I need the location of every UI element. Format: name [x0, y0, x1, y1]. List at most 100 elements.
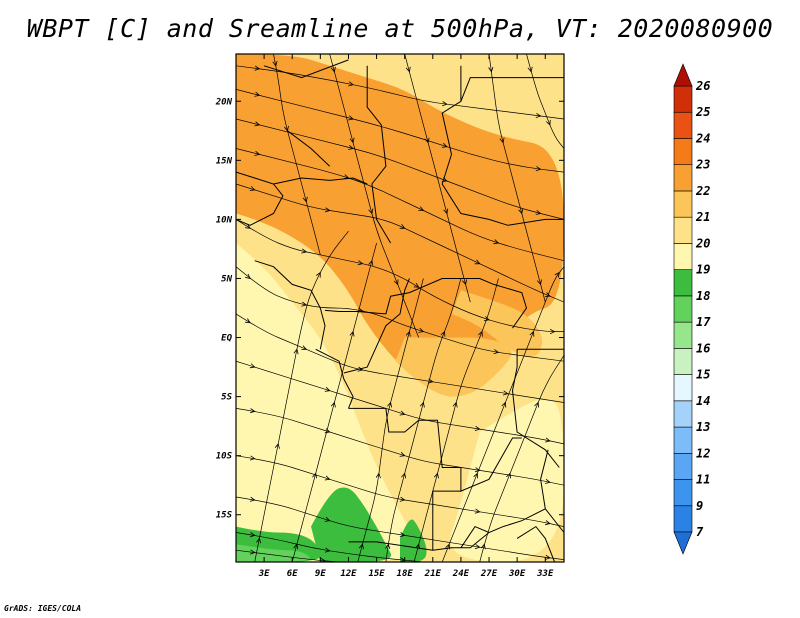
- colorbar-label: 26: [695, 79, 710, 93]
- streamline-arrow: [443, 208, 449, 215]
- streamline-arrow: [320, 557, 326, 562]
- streamline-arrow: [441, 101, 448, 107]
- streamline-arrow: [415, 543, 421, 550]
- streamline-arrow: [343, 174, 350, 180]
- x-tick-label: 21E: [424, 569, 442, 579]
- streamline-arrow: [433, 472, 439, 479]
- streamline-arrow: [544, 292, 551, 297]
- temperature-region: [400, 519, 427, 562]
- x-tick-label: 33E: [536, 569, 554, 579]
- x-tick-label: 27E: [480, 569, 498, 579]
- x-tick-label: 30E: [508, 569, 526, 579]
- streamline-arrow: [478, 330, 483, 337]
- x-tick-label: 6E: [287, 569, 298, 579]
- streamline-arrow: [399, 496, 406, 502]
- streamline-arrow: [301, 248, 308, 254]
- colorbar-segment: [673, 85, 693, 113]
- y-tick-label: 10N: [216, 215, 233, 225]
- y-tick-label: 5N: [221, 274, 232, 284]
- streamline-arrow: [399, 451, 406, 457]
- streamline: [236, 118, 564, 220]
- streamline-arrow: [419, 401, 425, 408]
- streamline-arrow: [349, 330, 355, 337]
- streamline-arrow: [283, 125, 289, 132]
- streamline-arrow: [324, 207, 331, 213]
- streamline-arrow: [535, 112, 542, 118]
- temperature-region: [236, 243, 419, 562]
- streamline: [236, 89, 564, 173]
- streamline-arrow: [249, 186, 256, 191]
- country-boundary: [460, 525, 490, 549]
- streamline-arrow: [399, 410, 406, 416]
- colorbar-label: 13: [696, 420, 710, 434]
- plot-frame: [235, 53, 565, 563]
- streamline-arrow: [493, 349, 500, 355]
- streamline-arrow: [274, 443, 280, 449]
- streamline-arrow: [545, 554, 551, 560]
- country-boundary: [254, 260, 326, 350]
- streamline-arrow: [245, 223, 251, 229]
- country-boundary: [287, 130, 331, 167]
- streamline-arrow: [501, 401, 507, 408]
- streamline-arrow: [245, 273, 251, 280]
- colorbar-segment: [673, 164, 693, 192]
- streamline-arrow: [249, 549, 256, 555]
- streamline-arrow: [301, 301, 308, 307]
- streamline-arrow: [441, 177, 448, 182]
- temperature-region: [236, 544, 310, 562]
- temperature-region: [395, 337, 512, 397]
- streamline-arrow: [399, 224, 406, 229]
- streamline-arrow: [254, 65, 261, 71]
- streamline-arrow: [518, 208, 524, 215]
- y-tick-label: 20N: [215, 97, 233, 107]
- streamline-arrow: [424, 137, 430, 144]
- streamline-arrow: [249, 496, 256, 502]
- streamline-arrow: [399, 532, 406, 538]
- x-tick-label: 12E: [340, 569, 357, 579]
- streamline-arrow: [480, 543, 486, 550]
- streamline-arrow: [249, 408, 256, 414]
- x-tick-label: 3E: [258, 569, 270, 579]
- colorbar-segment: [673, 505, 693, 533]
- streamline-arrow: [536, 279, 542, 286]
- country-boundary: [343, 278, 410, 374]
- streamline-arrow: [368, 208, 374, 215]
- streamline-arrow: [499, 137, 505, 144]
- x-tick-label: 24E: [452, 569, 470, 579]
- streamline: [526, 54, 564, 149]
- streamline-arrow: [301, 345, 308, 350]
- streamline: [488, 54, 546, 303]
- country-boundary: [366, 65, 392, 244]
- streamline-arrow: [357, 260, 364, 266]
- streamline-arrow: [293, 348, 299, 355]
- temperature-field: [236, 54, 564, 562]
- streamline-arrow: [368, 259, 374, 266]
- streamline-arrow: [474, 467, 481, 473]
- streamline-arrow: [484, 316, 490, 321]
- streamline-arrow: [302, 196, 308, 203]
- colorbar-segment: [673, 138, 693, 166]
- streamline-arrow: [473, 472, 479, 479]
- colorbar-segment: [673, 479, 693, 507]
- streamlines: [236, 54, 564, 562]
- y-tick-label: 10S: [216, 452, 233, 462]
- streamline-arrow: [441, 142, 448, 148]
- colorbar-label: 7: [696, 525, 704, 539]
- streamline-arrow: [545, 119, 551, 126]
- streamline-arrow: [254, 121, 261, 127]
- streamline-arrow: [529, 330, 535, 337]
- streamline-arrow: [358, 543, 364, 550]
- streamline-arrow: [474, 508, 481, 514]
- streamline: [404, 54, 471, 303]
- colorbar-label: 22: [695, 184, 710, 198]
- streamline-arrow: [393, 279, 399, 286]
- colorbar-segment: [673, 190, 693, 218]
- streamline-arrow: [272, 60, 278, 67]
- streamline: [236, 65, 564, 120]
- streamline-arrow: [324, 475, 331, 481]
- colorbar-label: 20: [695, 236, 710, 250]
- temperature-region: [311, 487, 392, 562]
- colorbar-label: 24: [695, 131, 710, 145]
